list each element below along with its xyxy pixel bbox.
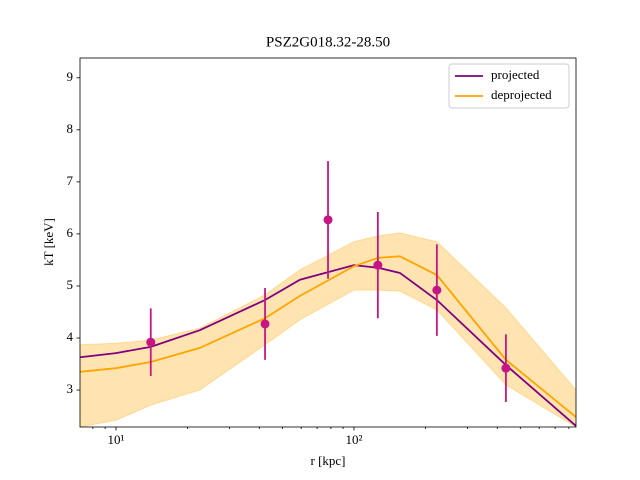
y-tick-label: 5 (67, 277, 74, 292)
y-tick-label: 9 (67, 69, 74, 84)
line (80, 255, 576, 418)
x-axis-label: r [kpc] (310, 453, 345, 468)
y-axis-label: kT [keV] (41, 218, 56, 266)
legend-label: projected (491, 67, 540, 82)
line (80, 264, 576, 427)
plot-area (80, 161, 576, 427)
data-point (323, 215, 333, 225)
y-tick-label: 8 (67, 121, 74, 136)
x-tick-label: 10² (346, 432, 363, 447)
y-tick-label: 6 (67, 225, 74, 240)
data-point (373, 260, 383, 270)
chart-title: PSZ2G018.32-28.50 (266, 34, 390, 50)
data-point (432, 285, 442, 295)
x-tick-label: 10¹ (108, 432, 125, 447)
y-tick-label: 3 (67, 381, 74, 396)
data-point (260, 319, 270, 329)
axes-frame (79, 57, 577, 428)
y-tick-label: 7 (67, 173, 74, 188)
data-point (146, 337, 156, 347)
legend-label: deprojected (491, 87, 552, 102)
legend-box (448, 63, 570, 109)
data-point (501, 363, 511, 373)
y-tick-label: 4 (67, 329, 74, 344)
